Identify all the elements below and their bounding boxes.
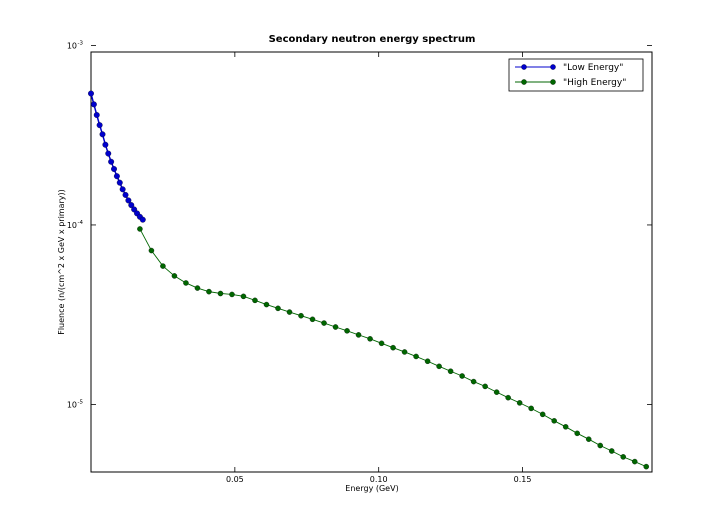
- y-tick-label-exponent: -5: [78, 399, 84, 405]
- data-point: [574, 430, 580, 437]
- legend-label-high-energy: "High Energy": [563, 78, 626, 88]
- plot-area: [90, 51, 653, 473]
- data-point: [286, 309, 293, 315]
- data-point: [355, 332, 362, 338]
- data-point: [367, 336, 373, 342]
- data-point: [551, 418, 557, 424]
- data-point: [528, 405, 534, 412]
- data-point: [631, 458, 638, 465]
- data-point: [139, 216, 146, 223]
- data-point: [99, 131, 106, 138]
- data-point: [171, 273, 178, 279]
- data-point: [436, 363, 442, 370]
- data-point: [88, 90, 94, 97]
- data-point: [240, 293, 247, 300]
- data-point: [401, 349, 408, 355]
- data-point: [229, 291, 235, 298]
- data-point: [516, 400, 523, 406]
- data-point: [122, 191, 129, 198]
- data-point: [378, 340, 385, 347]
- data-point: [116, 179, 123, 186]
- data-point: [585, 436, 592, 442]
- data-point: [119, 186, 126, 193]
- data-point: [344, 328, 350, 334]
- y-tick-label-exponent: -3: [78, 41, 84, 47]
- data-point: [539, 411, 546, 418]
- data-point: [608, 448, 615, 454]
- legend-marker-high-energy: [550, 79, 556, 85]
- x-tick-label: 0.15: [514, 475, 532, 484]
- data-point: [620, 454, 626, 460]
- data-point: [90, 101, 97, 108]
- y-tick-label-exponent: -4: [78, 220, 84, 226]
- data-point: [321, 320, 327, 326]
- data-point: [390, 344, 396, 351]
- data-point: [263, 301, 270, 308]
- legend-box: [508, 58, 644, 92]
- series-layer: [88, 90, 650, 470]
- data-point: [309, 316, 316, 323]
- data-point: [160, 263, 166, 269]
- data-point: [137, 226, 143, 232]
- data-point: [252, 297, 258, 304]
- data-point: [183, 280, 189, 286]
- x-tick-label: 0.05: [226, 475, 244, 484]
- chart-title: Secondary neutron energy spectrum: [269, 34, 476, 45]
- data-point: [298, 312, 304, 319]
- data-point: [111, 166, 117, 172]
- data-point: [108, 158, 115, 165]
- data-point: [505, 394, 511, 401]
- data-point: [459, 373, 465, 379]
- legend-marker-high-energy: [521, 79, 527, 85]
- data-point: [128, 202, 135, 209]
- y-tick-label: 10: [67, 400, 77, 409]
- data-point: [413, 353, 419, 360]
- data-point: [206, 288, 212, 295]
- data-point: [96, 122, 103, 129]
- data-point: [643, 463, 650, 470]
- data-point: [470, 378, 477, 385]
- data-point: [493, 389, 500, 395]
- data-point: [424, 358, 431, 364]
- legend-label-low-energy: "Low Energy": [563, 63, 623, 73]
- data-point: [125, 197, 132, 204]
- data-point: [482, 383, 488, 390]
- legend-marker-low-energy: [521, 64, 527, 70]
- data-point: [562, 424, 569, 430]
- data-point: [332, 324, 339, 330]
- y-tick-label: 10: [67, 42, 77, 51]
- legend-marker-low-energy: [550, 64, 556, 70]
- legend: "Low Energy" "High Energy": [508, 58, 644, 92]
- data-point: [217, 290, 224, 297]
- data-point: [597, 442, 603, 449]
- data-point: [113, 173, 120, 180]
- data-point: [447, 368, 454, 374]
- y-axis-label: Fluence (n/(cm^2 x GeV x primary)): [57, 189, 66, 335]
- y-tick-label: 10: [67, 221, 77, 230]
- x-tick-label: 0.10: [370, 475, 388, 484]
- data-point: [102, 141, 109, 148]
- data-point: [275, 305, 281, 312]
- data-point: [148, 247, 155, 254]
- data-point: [105, 150, 112, 157]
- x-axis-label: Energy (GeV): [345, 484, 398, 493]
- data-point: [93, 112, 100, 118]
- data-point: [194, 285, 201, 291]
